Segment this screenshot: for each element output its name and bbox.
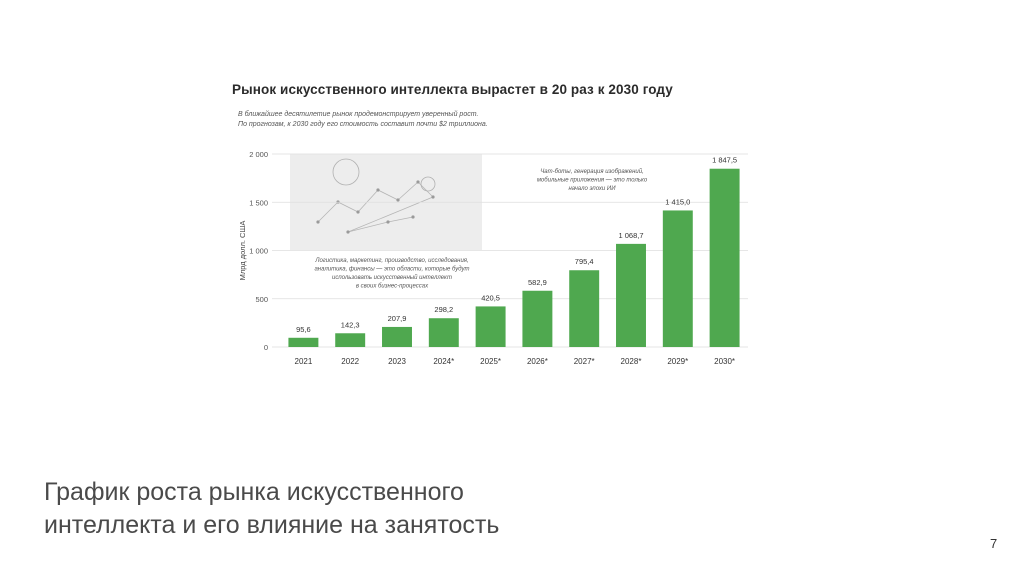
chart-subtitle-line-2: По прогнозам, к 2030 году его стоимость … bbox=[238, 121, 488, 128]
illustration-node bbox=[396, 198, 400, 202]
illustration-sphere bbox=[332, 158, 360, 186]
bar bbox=[662, 210, 693, 347]
illustration-node bbox=[346, 230, 350, 234]
illustration-node bbox=[356, 210, 360, 214]
chart-subtitle-line-1: В ближайшее десятилетие рынок продемонст… bbox=[238, 111, 479, 118]
data-label: 1 068,7 bbox=[618, 231, 643, 240]
x-tick-label: 2024* bbox=[433, 357, 454, 366]
y-tick-label: 1 500 bbox=[249, 198, 268, 207]
illustration-node bbox=[376, 188, 380, 192]
x-tick-label: 2028* bbox=[621, 357, 642, 366]
bar bbox=[382, 326, 412, 347]
annotation-text: аналитика, финансы — это области, которы… bbox=[314, 267, 469, 273]
x-tick-label: 2025* bbox=[480, 357, 501, 366]
annotation-text: Логистика, маркетинг, производство, иссл… bbox=[314, 258, 468, 264]
chart-title: Рынок искусственного интеллекта вырастет… bbox=[232, 82, 673, 97]
page-number: 7 bbox=[990, 536, 998, 551]
bar bbox=[475, 306, 506, 347]
x-tick-label: 2027* bbox=[574, 357, 595, 366]
data-label: 795,4 bbox=[575, 257, 594, 266]
data-label: 142,3 bbox=[341, 320, 360, 329]
data-label: 207,9 bbox=[388, 314, 407, 323]
x-tick-label: 2022 bbox=[341, 357, 359, 366]
illustration-node bbox=[411, 215, 415, 219]
illustration-sphere bbox=[420, 176, 436, 192]
data-label: 1 415,0 bbox=[665, 197, 690, 206]
x-tick-label: 2029* bbox=[667, 357, 688, 366]
illustration-node bbox=[316, 220, 320, 224]
illustration-line bbox=[377, 189, 399, 201]
bar bbox=[335, 333, 366, 347]
bar bbox=[288, 337, 319, 347]
illustration-line bbox=[417, 181, 434, 198]
bar bbox=[616, 243, 646, 347]
annotation-text: мобильные приложения — это только bbox=[537, 178, 648, 184]
annotation-text: в своих бизнес-процессах bbox=[356, 284, 429, 290]
bar bbox=[522, 290, 553, 347]
data-label: 420,5 bbox=[481, 293, 500, 302]
chart-subtitle: В ближайшее десятилетие рынок продемонст… bbox=[238, 110, 568, 130]
annotation-text: Чат-боты, генерация изображений, bbox=[540, 168, 644, 175]
bar bbox=[569, 270, 600, 347]
x-tick-label: 2026* bbox=[527, 357, 548, 366]
illustration-line bbox=[397, 181, 419, 201]
annotation-text: начало эпохи ИИ bbox=[568, 186, 616, 192]
illustration-node bbox=[431, 195, 435, 199]
slide-title-line-2: интеллекта и его влияние на занятость bbox=[44, 511, 500, 539]
bar bbox=[709, 168, 740, 347]
y-tick-label: 1 000 bbox=[249, 247, 268, 256]
y-tick-label: 0 bbox=[264, 343, 268, 352]
x-tick-label: 2023 bbox=[388, 357, 406, 366]
chart-area: 0 500 1 000 1 500 2 000 Млрд долл. США 95,6 202… bbox=[228, 72, 768, 382]
x-tick-label: 2021 bbox=[295, 357, 313, 366]
x-tick-label: 2030* bbox=[714, 357, 735, 366]
data-label: 582,9 bbox=[528, 278, 547, 287]
illustration-line bbox=[347, 196, 434, 233]
y-axis-label: Млрд долл. США bbox=[238, 221, 247, 281]
y-tick-label: 2 000 bbox=[249, 150, 268, 159]
bar-chart: 0 500 1 000 1 500 2 000 Млрд долл. США 95,6 202… bbox=[238, 150, 748, 366]
illustration-line bbox=[337, 201, 359, 213]
illustration-line bbox=[357, 189, 379, 213]
slide-title-line-1: График роста рынка искусственного bbox=[44, 478, 464, 506]
illustration-line bbox=[347, 221, 389, 233]
illustration-node bbox=[386, 220, 390, 224]
annotation-text: использовать искусственный интеллект bbox=[332, 274, 452, 281]
slide-title: График роста рынка искусственного интелл… bbox=[44, 476, 744, 542]
bar bbox=[428, 318, 459, 347]
illustration-line bbox=[317, 201, 339, 223]
data-label: 95,6 bbox=[296, 325, 311, 334]
y-tick-label: 500 bbox=[255, 295, 268, 304]
illustration-node bbox=[416, 180, 420, 184]
data-label: 1 847,5 bbox=[712, 156, 737, 165]
data-label: 298,2 bbox=[434, 305, 453, 314]
illustration-line bbox=[387, 216, 414, 223]
